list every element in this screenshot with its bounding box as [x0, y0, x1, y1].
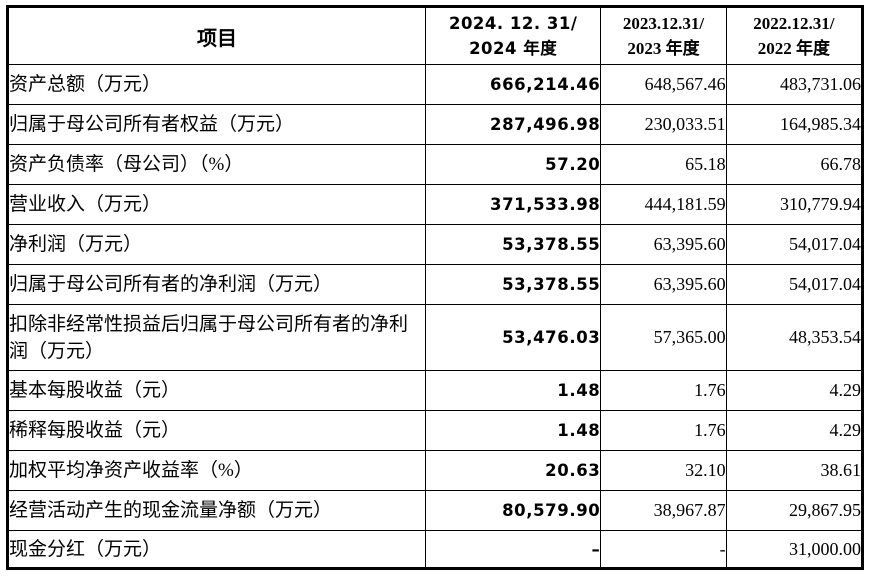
period-2023-line1: 2023.12.31/: [622, 14, 705, 33]
value-2024: 80,579.90: [424, 490, 602, 531]
row-label: 资产总额（万元）: [7, 64, 426, 105]
value-2024: 666,214.46: [424, 64, 602, 105]
value-2022: 38.61: [725, 450, 864, 491]
row-label: 经营活动产生的现金流量净额（万元）: [7, 490, 426, 531]
table-row: 归属于母公司所有者权益（万元） 287,496.98 230,033.51 16…: [7, 104, 864, 145]
row-label: 扣除非经常性损益后归属于母公司所有者的净利润（万元）: [7, 304, 426, 371]
value-2023: 65.18: [600, 144, 727, 185]
value-2022: 310,779.94: [725, 184, 864, 225]
row-label: 净利润（万元）: [7, 224, 426, 265]
row-label: 归属于母公司所有者的净利润（万元）: [7, 264, 426, 305]
value-2024: 1.48: [424, 410, 602, 451]
table-row: 资产总额（万元） 666,214.46 648,567.46 483,731.0…: [7, 64, 864, 105]
value-2023: 63,395.60: [600, 264, 727, 305]
value-2024: 20.63: [424, 450, 602, 491]
row-label: 加权平均净资产收益率（%）: [7, 450, 426, 491]
column-header-2023: 2023.12.31/ 2023 年度: [600, 6, 727, 65]
table-row: 扣除非经常性损益后归属于母公司所有者的净利润（万元） 53,476.03 57,…: [7, 304, 864, 371]
value-2023: 57,365.00: [600, 304, 727, 371]
table-row: 现金分红（万元） – - 31,000.00: [7, 530, 864, 569]
column-header-2024: 2024. 12. 31/ 2024 年度: [424, 6, 602, 65]
table-row: 基本每股收益（元） 1.48 1.76 4.29: [7, 370, 864, 411]
financial-summary-table: 项目 2024. 12. 31/ 2024 年度 2023.12.31/ 202…: [6, 5, 864, 570]
row-label: 归属于母公司所有者权益（万元）: [7, 104, 426, 145]
value-2023: 38,967.87: [600, 490, 727, 531]
value-2022: 29,867.95: [725, 490, 864, 531]
value-2024: 1.48: [424, 370, 602, 411]
value-2024: 53,476.03: [424, 304, 602, 371]
value-2024: 287,496.98: [424, 104, 602, 145]
value-2024: 371,533.98: [424, 184, 602, 225]
column-header-item: 项目: [7, 6, 426, 65]
value-2024: 53,378.55: [424, 264, 602, 305]
row-label: 稀释每股收益（元）: [7, 410, 426, 451]
value-2022: 4.29: [725, 370, 864, 411]
value-2023: 32.10: [600, 450, 727, 491]
value-2023: 1.76: [600, 370, 727, 411]
table-row: 营业收入（万元） 371,533.98 444,181.59 310,779.9…: [7, 184, 864, 225]
value-2022: 164,985.34: [725, 104, 864, 145]
value-2023: 63,395.60: [600, 224, 727, 265]
table-row: 稀释每股收益（元） 1.48 1.76 4.29: [7, 410, 864, 451]
table-row: 归属于母公司所有者的净利润（万元） 53,378.55 63,395.60 54…: [7, 264, 864, 305]
table-row: 加权平均净资产收益率（%） 20.63 32.10 38.61: [7, 450, 864, 491]
value-2024: 53,378.55: [424, 224, 602, 265]
period-2024-line2: 2024 年度: [469, 39, 558, 58]
value-2023: 648,567.46: [600, 64, 727, 105]
value-2022: 54,017.04: [725, 224, 864, 265]
value-2022: 4.29: [725, 410, 864, 451]
value-2022: 54,017.04: [725, 264, 864, 305]
row-label: 营业收入（万元）: [7, 184, 426, 225]
period-2024-line1: 2024. 12. 31/: [448, 14, 578, 33]
row-label: 资产负债率（母公司）（%）: [7, 144, 426, 185]
value-2023: 230,033.51: [600, 104, 727, 145]
period-2022-line2: 2022 年度: [757, 39, 830, 58]
value-2023: -: [600, 530, 727, 569]
table-header-row: 项目 2024. 12. 31/ 2024 年度 2023.12.31/ 202…: [7, 6, 864, 65]
period-2022-line1: 2022.12.31/: [753, 14, 835, 33]
row-label: 基本每股收益（元）: [7, 370, 426, 411]
value-2024: 57.20: [424, 144, 602, 185]
table-row: 净利润（万元） 53,378.55 63,395.60 54,017.04: [7, 224, 864, 265]
column-header-2022: 2022.12.31/ 2022 年度: [725, 6, 864, 65]
value-2022: 31,000.00: [725, 530, 864, 569]
table-row: 经营活动产生的现金流量净额（万元） 80,579.90 38,967.87 29…: [7, 490, 864, 531]
value-2023: 444,181.59: [600, 184, 727, 225]
period-2023-line2: 2023 年度: [627, 39, 700, 58]
table-row: 资产负债率（母公司）（%） 57.20 65.18 66.78: [7, 144, 864, 185]
value-2023: 1.76: [600, 410, 727, 451]
row-label: 现金分红（万元）: [7, 530, 426, 569]
value-2022: 48,353.54: [725, 304, 864, 371]
value-2022: 483,731.06: [725, 64, 864, 105]
value-2022: 66.78: [725, 144, 864, 185]
value-2024: –: [424, 530, 602, 569]
